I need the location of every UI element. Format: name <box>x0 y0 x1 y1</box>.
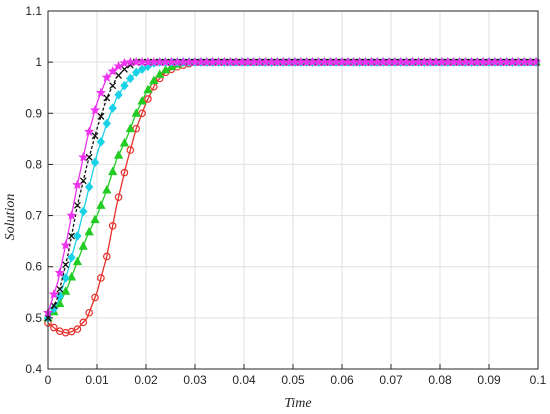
data-point <box>113 150 124 159</box>
axes: 0 0.01 0.02 0.03 0.04 0.05 0.06 0.07 0.08 0.09 0.1… <box>25 4 546 387</box>
x-tick-label: 0.06 <box>330 373 354 387</box>
data-point <box>73 201 81 209</box>
y-tick-label: 1 <box>35 55 42 69</box>
data-point <box>72 256 83 266</box>
data-point <box>126 73 135 84</box>
y-tick-label: 0.5 <box>25 311 42 325</box>
data-point <box>90 104 101 115</box>
data-point <box>97 112 105 120</box>
y-tick-label: 0.9 <box>25 106 42 120</box>
data-point <box>143 84 153 94</box>
y-tick-label: 0.4 <box>25 362 42 376</box>
y-tick-label: 0.6 <box>25 260 42 274</box>
data-point <box>120 168 129 177</box>
data-point <box>137 95 147 105</box>
data-point <box>50 323 58 332</box>
series-circle <box>44 58 540 337</box>
x-tick-label: 0.02 <box>134 373 158 387</box>
plot-frame <box>47 10 539 370</box>
data-point <box>90 157 100 168</box>
data-point <box>103 252 111 261</box>
x-tick-label: 0.04 <box>232 373 256 387</box>
data-point <box>68 232 75 240</box>
data-point <box>72 179 83 190</box>
data-point <box>54 267 65 278</box>
series-star <box>42 56 542 318</box>
data-point <box>119 137 130 147</box>
data-point <box>73 325 82 333</box>
data-point <box>85 308 93 317</box>
data-point <box>125 123 135 133</box>
data-point <box>56 285 64 293</box>
data-point <box>85 153 93 161</box>
data-point <box>126 146 135 154</box>
data-point <box>97 274 105 282</box>
data-point <box>149 75 159 85</box>
data-point <box>66 210 77 220</box>
data-point <box>50 302 58 310</box>
data-point <box>155 69 165 78</box>
data-point <box>109 82 117 90</box>
data-point <box>60 286 71 295</box>
data-point <box>84 226 94 236</box>
data-point <box>79 206 88 217</box>
data-point <box>96 200 106 209</box>
data-point <box>84 126 95 136</box>
data-point <box>78 241 88 250</box>
data-point <box>103 94 111 102</box>
data-point <box>66 271 77 281</box>
data-point <box>120 80 129 91</box>
data-point <box>144 95 152 103</box>
data-point <box>62 261 70 269</box>
data-point <box>61 273 70 283</box>
data-point <box>84 182 94 192</box>
data-point <box>79 177 87 185</box>
data-point <box>115 71 123 79</box>
data-point <box>131 108 141 117</box>
data-point <box>73 231 82 241</box>
data-point <box>120 65 128 73</box>
data-point <box>108 166 118 176</box>
x-axis-title: Time <box>284 396 311 411</box>
data-point <box>79 318 88 327</box>
data-point <box>78 151 89 162</box>
data-point <box>108 222 117 230</box>
data-point <box>132 67 141 78</box>
data-point <box>108 103 117 113</box>
data-point <box>91 293 99 302</box>
data-point <box>101 72 112 82</box>
y-tick-label: 1.1 <box>25 4 42 18</box>
data-point <box>102 184 112 194</box>
x-tick-label: 0.03 <box>183 373 207 387</box>
x-tick-label: 0.05 <box>281 373 305 387</box>
data-point <box>96 137 106 147</box>
y-tick-label: 0.7 <box>25 209 42 223</box>
data-point <box>137 64 147 75</box>
data-point <box>91 132 99 140</box>
data-point <box>114 193 123 201</box>
data-point <box>102 118 111 129</box>
data-point <box>60 239 71 250</box>
data-point <box>67 252 76 263</box>
data-point <box>114 90 123 100</box>
x-tick-label: 0.01 <box>85 373 109 387</box>
x-tick-label: 0 <box>45 373 52 387</box>
y-axis-title: Solution <box>3 194 18 241</box>
x-tick-label: 0.1 <box>530 373 547 387</box>
data-point <box>48 289 59 299</box>
series-layer <box>42 56 542 337</box>
data-point <box>95 87 106 98</box>
y-tick-label: 0.8 <box>25 157 42 171</box>
data-point <box>113 60 124 71</box>
x-tick-label: 0.08 <box>428 373 452 387</box>
x-tick-label: 0.09 <box>477 373 501 387</box>
x-tick-label: 0.07 <box>379 373 403 387</box>
series-diamond <box>43 57 541 323</box>
data-point <box>90 214 100 224</box>
